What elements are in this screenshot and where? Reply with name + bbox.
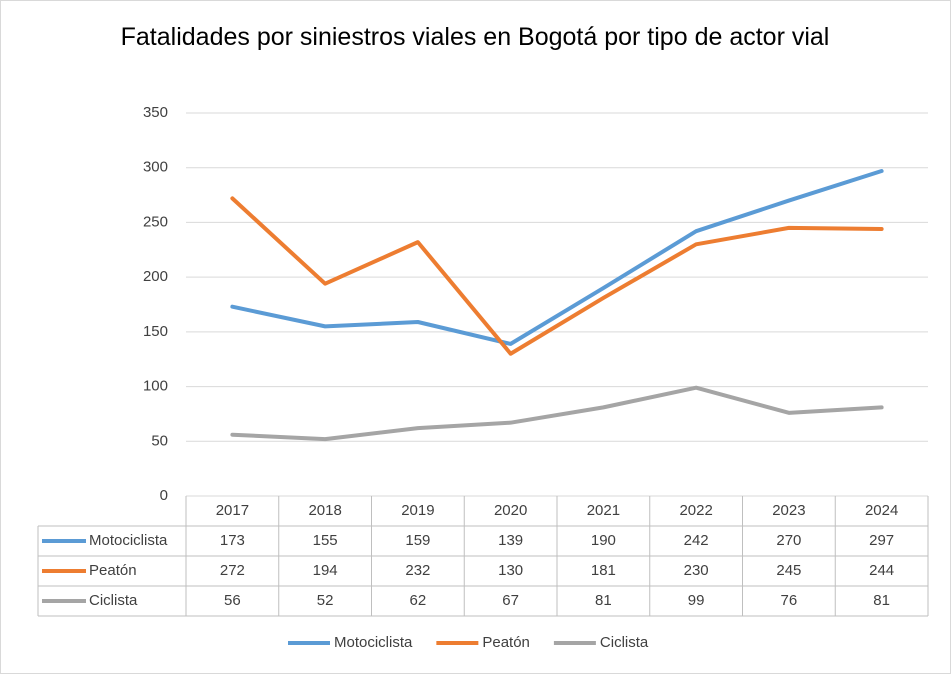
x-tick-label: 2017 <box>216 502 249 519</box>
table-value: 181 <box>591 562 616 579</box>
table-value: 99 <box>688 592 705 609</box>
table-value: 297 <box>869 532 894 549</box>
table-value: 173 <box>220 532 245 549</box>
legend-label: Ciclista <box>600 634 649 651</box>
table-value: 76 <box>781 592 798 609</box>
y-tick-label: 200 <box>143 268 168 285</box>
table-value: 81 <box>873 592 890 609</box>
table-value: 130 <box>498 562 523 579</box>
table-value: 232 <box>405 562 430 579</box>
x-tick-label: 2024 <box>865 502 898 519</box>
table-value: 242 <box>684 532 709 549</box>
y-tick-label: 150 <box>143 323 168 340</box>
table-value: 81 <box>595 592 612 609</box>
y-tick-label: 50 <box>151 432 168 449</box>
y-tick-label: 100 <box>143 378 168 395</box>
table-value: 230 <box>684 562 709 579</box>
table-value: 244 <box>869 562 894 579</box>
x-tick-label: 2021 <box>587 502 620 519</box>
table-row-label: Peatón <box>89 562 137 579</box>
y-tick-label: 250 <box>143 213 168 230</box>
table-value: 190 <box>591 532 616 549</box>
x-tick-label: 2020 <box>494 502 527 519</box>
table-value: 194 <box>313 562 338 579</box>
table-value: 56 <box>224 592 241 609</box>
table-value: 139 <box>498 532 523 549</box>
x-tick-label: 2019 <box>401 502 434 519</box>
series-line <box>230 385 884 442</box>
table-value: 159 <box>405 532 430 549</box>
chart-title: Fatalidades por siniestros viales en Bog… <box>120 23 830 51</box>
table-value: 62 <box>410 592 427 609</box>
table-row-label: Motociclista <box>89 532 168 549</box>
x-tick-label: 2018 <box>308 502 341 519</box>
y-tick-label: 0 <box>160 487 168 504</box>
table-value: 155 <box>313 532 338 549</box>
table-value: 272 <box>220 562 245 579</box>
table-value: 67 <box>502 592 519 609</box>
x-tick-label: 2022 <box>679 502 712 519</box>
x-tick-label: 2023 <box>772 502 805 519</box>
legend-label: Peatón <box>482 634 530 651</box>
y-tick-label: 350 <box>143 104 168 121</box>
table-value: 270 <box>776 532 801 549</box>
table-value: 52 <box>317 592 334 609</box>
legend-label: Motociclista <box>334 634 413 651</box>
table-row-label: Ciclista <box>89 592 138 609</box>
series-line <box>230 168 884 346</box>
series-line <box>230 196 884 356</box>
table-value: 245 <box>776 562 801 579</box>
y-tick-label: 300 <box>143 159 168 176</box>
